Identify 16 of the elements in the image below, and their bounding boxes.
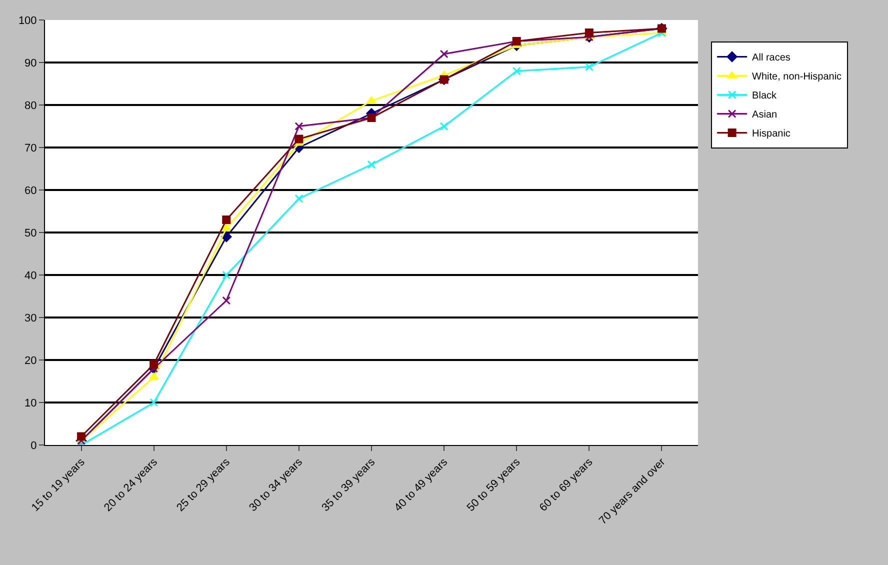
y-tick-label: 90 xyxy=(24,57,37,70)
y-tick-label: 30 xyxy=(24,312,37,324)
y-tick-label: 40 xyxy=(24,270,37,282)
y-tick-label: 70 xyxy=(24,142,37,154)
legend-label: All races xyxy=(752,52,790,64)
legend-label: Asian xyxy=(752,110,778,121)
y-tick-label: 0 xyxy=(30,440,37,452)
legend-label: Black xyxy=(752,90,778,102)
y-tick-label: 50 xyxy=(24,227,37,240)
y-tick-label: 60 xyxy=(24,184,37,197)
y-tick-label: 80 xyxy=(24,100,37,112)
legend-label: Hispanic xyxy=(752,128,790,140)
y-tick-label: 20 xyxy=(24,354,37,367)
legend-label: White, non-Hispanic xyxy=(752,72,842,83)
y-tick-label: 10 xyxy=(24,397,37,410)
y-tick-label: 100 xyxy=(18,14,37,27)
